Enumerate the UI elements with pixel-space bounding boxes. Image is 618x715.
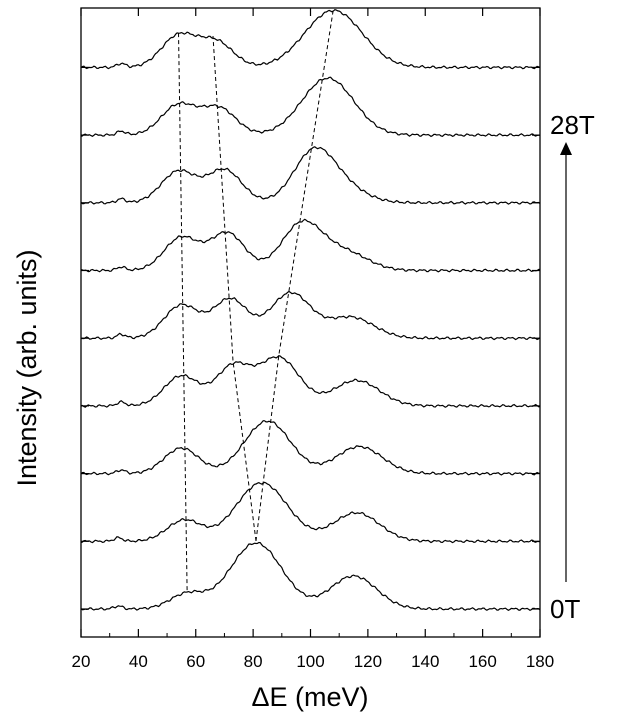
x-tick-label: 20 [72,652,91,671]
x-tick-label: 100 [296,652,324,671]
peak-guide-lines [178,8,334,591]
x-tick-label: 40 [129,652,148,671]
peak-guide-line [178,31,188,591]
field-label-bottom: 0T [550,594,580,624]
field-label-top: 28T [550,110,595,140]
plot-frame [80,7,541,638]
spectrum-curve [80,9,541,70]
spectrum-curve [80,146,541,205]
spectrum-curve [80,290,541,341]
spectrum-curve [80,541,541,611]
x-tick-label: 80 [244,652,263,671]
peak-guide-line [255,8,334,542]
x-tick-label: 140 [411,652,439,671]
x-axis-tick-labels: 20 40 60 80 100 120 140 160 180 [72,652,555,671]
spectrum-curve [80,355,541,408]
field-arrow-head [560,142,572,155]
spectra-series [80,9,541,611]
x-tick-label: 60 [186,652,205,671]
x-tick-label: 120 [354,652,382,671]
spectrum-curve [80,481,541,544]
x-tick-label: 160 [468,652,496,671]
x-axis-ticks [80,8,541,637]
spectrum-curve [80,218,541,273]
spectrum-curve [80,420,541,476]
x-tick-label: 180 [526,652,554,671]
spectrum-curve [80,76,541,138]
y-axis-title: Intensity (arb. units) [12,249,42,486]
x-axis-title: ΔE (meV) [251,682,368,712]
